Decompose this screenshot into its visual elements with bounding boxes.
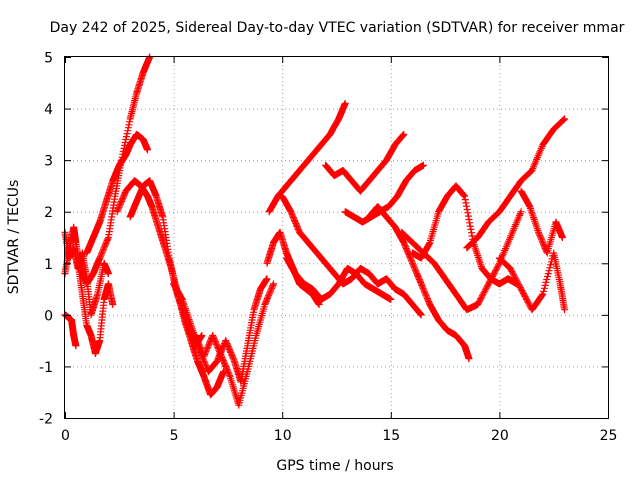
y-tick-label: 1 (44, 257, 53, 273)
series-sat-s (463, 115, 569, 252)
axis-ticks: 0 5 10 15 20 25 -2 -1 0 1 2 3 4 5 (39, 51, 617, 445)
chart-title: Day 242 of 2025, Sidereal Day-to-day VTE… (50, 20, 625, 36)
data-point-markers (191, 280, 277, 409)
series-sat-q (409, 182, 521, 288)
series-sat-p (365, 203, 473, 363)
series-sat-k (265, 99, 349, 216)
x-tick-label: 20 (491, 428, 509, 444)
data-point-markers (495, 249, 569, 314)
y-axis-title: SDTVAR / TECUs (6, 180, 22, 295)
data-point-markers (463, 115, 569, 252)
series-sat-u (517, 187, 566, 257)
series-sat-e (83, 130, 151, 257)
series-sat-n (322, 130, 408, 195)
x-tick-label: 10 (274, 428, 292, 444)
data-point-markers (283, 254, 395, 303)
y-tick-label: 5 (44, 51, 53, 67)
x-tick-label: 25 (600, 428, 618, 444)
x-tick-label: 5 (170, 428, 179, 444)
data-point-markers (278, 192, 425, 319)
series-sat-d (74, 259, 117, 357)
series-sat-m (283, 254, 395, 303)
series-sat-r (398, 208, 525, 314)
data-point-markers (517, 187, 566, 257)
series-sat-i (191, 280, 277, 409)
x-tick-label: 15 (382, 428, 400, 444)
data-point-markers (398, 208, 525, 314)
y-tick-label: -2 (39, 412, 53, 428)
data-point-markers (74, 259, 117, 357)
y-tick-label: 4 (44, 102, 53, 118)
data-point-markers (83, 130, 151, 257)
x-axis-title: GPS time / hours (276, 458, 393, 474)
y-tick-label: 0 (44, 308, 53, 324)
data-point-markers (409, 182, 521, 288)
plot-frame (64, 56, 609, 419)
data-point-markers (322, 130, 408, 195)
series-layer (61, 53, 569, 409)
y-tick-label: 2 (44, 205, 53, 221)
grid (65, 57, 608, 418)
data-point-markers (265, 99, 349, 216)
data-point-markers (365, 203, 473, 363)
y-tick-label: -1 (39, 360, 53, 376)
series-sat-l (278, 192, 425, 319)
series-sat-t (495, 249, 569, 314)
x-tick-label: 0 (61, 428, 70, 444)
y-tick-label: 3 (44, 154, 53, 170)
